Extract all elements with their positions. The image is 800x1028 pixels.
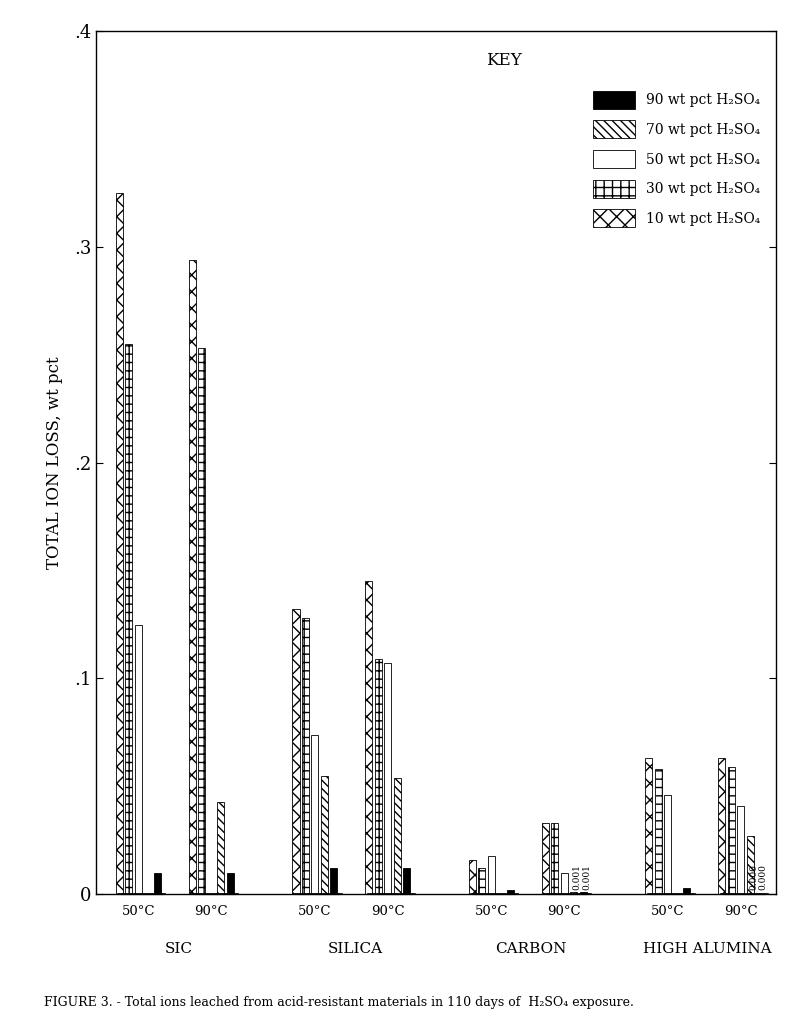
Bar	[506, 890, 514, 894]
Bar	[375, 659, 382, 894]
Text: HIGH ALUMINA: HIGH ALUMINA	[643, 942, 772, 956]
Text: 0.000: 0.000	[758, 865, 767, 890]
Bar	[570, 892, 577, 894]
Bar	[403, 869, 410, 894]
Legend: 90 wt pct H₂SO₄, 70 wt pct H₂SO₄, 50 wt pct H₂SO₄, 30 wt pct H₂SO₄, 10 wt pct H₂: 90 wt pct H₂SO₄, 70 wt pct H₂SO₄, 50 wt …	[587, 85, 766, 233]
Bar	[394, 778, 401, 894]
Bar	[226, 873, 234, 894]
Text: KEY: KEY	[486, 52, 522, 70]
Bar	[683, 888, 690, 894]
Bar	[561, 873, 568, 894]
Bar	[330, 869, 337, 894]
Bar	[366, 581, 373, 894]
Text: SILICA: SILICA	[327, 942, 382, 956]
Text: SIC: SIC	[164, 942, 192, 956]
Bar	[488, 855, 495, 894]
Bar	[737, 806, 744, 894]
Bar	[321, 775, 328, 894]
Text: 0.001: 0.001	[573, 865, 582, 890]
Bar	[135, 624, 142, 894]
Bar	[542, 823, 549, 894]
Bar	[646, 759, 653, 894]
Bar	[311, 735, 318, 894]
Bar	[384, 663, 391, 894]
Text: CARBON: CARBON	[496, 942, 567, 956]
Bar	[469, 859, 476, 894]
Text: 0.000: 0.000	[749, 865, 758, 890]
Bar	[154, 873, 161, 894]
Bar	[198, 348, 206, 894]
Text: FIGURE 3. - Total ions leached from acid-resistant materials in 110 days of  H₂S: FIGURE 3. - Total ions leached from acid…	[44, 996, 634, 1009]
Bar	[579, 892, 586, 894]
Bar	[217, 802, 224, 894]
Bar	[293, 610, 299, 894]
Bar	[126, 343, 133, 894]
Bar	[655, 769, 662, 894]
Bar	[664, 795, 671, 894]
Bar	[551, 823, 558, 894]
Bar	[728, 767, 735, 894]
Bar	[189, 260, 196, 894]
Bar	[746, 836, 754, 894]
Bar	[302, 618, 309, 894]
Y-axis label: TOTAL ION LOSS, wt pct: TOTAL ION LOSS, wt pct	[46, 357, 62, 568]
Bar	[718, 759, 726, 894]
Bar	[478, 869, 486, 894]
Text: 0.001: 0.001	[582, 865, 591, 890]
Bar	[116, 192, 123, 894]
